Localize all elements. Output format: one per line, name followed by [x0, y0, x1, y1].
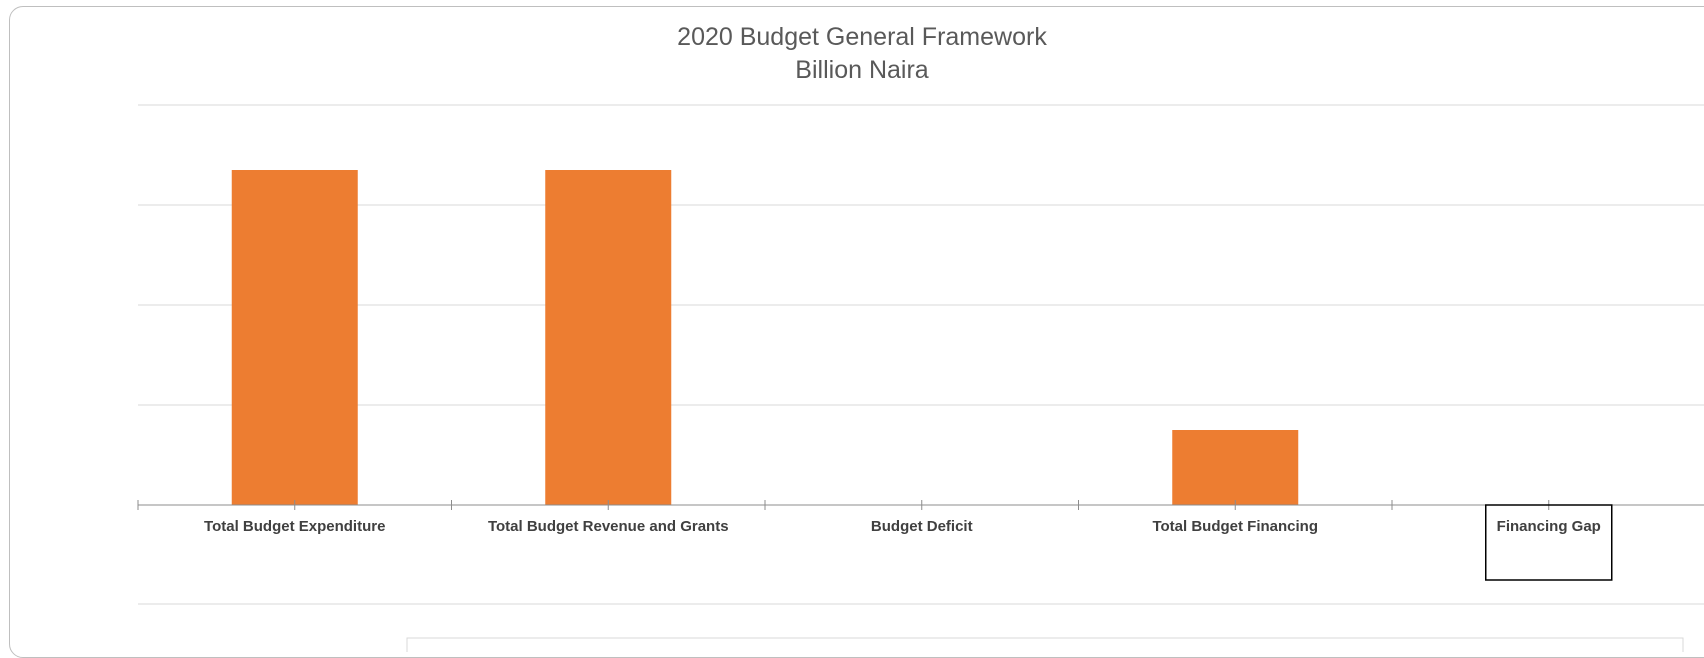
bar	[1172, 430, 1299, 505]
category-label: Financing Gap	[1497, 518, 1601, 535]
legend-placeholder-box	[406, 637, 1684, 652]
bar	[545, 170, 672, 505]
category-label: Total Budget Financing	[1152, 518, 1318, 535]
highlight-box	[1485, 504, 1613, 581]
category-labels: Total Budget Expenditure Total Budget Rev…	[204, 518, 1601, 535]
category-label: Total Budget Revenue and Grants	[488, 518, 729, 535]
gridlines	[138, 104, 1704, 605]
x-axis	[137, 500, 1704, 510]
bar	[231, 170, 358, 505]
category-label: Total Budget Expenditure	[204, 518, 385, 535]
chart-title: 2020 Budget General Framework	[677, 23, 1047, 51]
bars	[231, 170, 1299, 505]
category-label: Budget Deficit	[871, 518, 973, 535]
chart-subtitle: Billion Naira	[795, 56, 928, 84]
